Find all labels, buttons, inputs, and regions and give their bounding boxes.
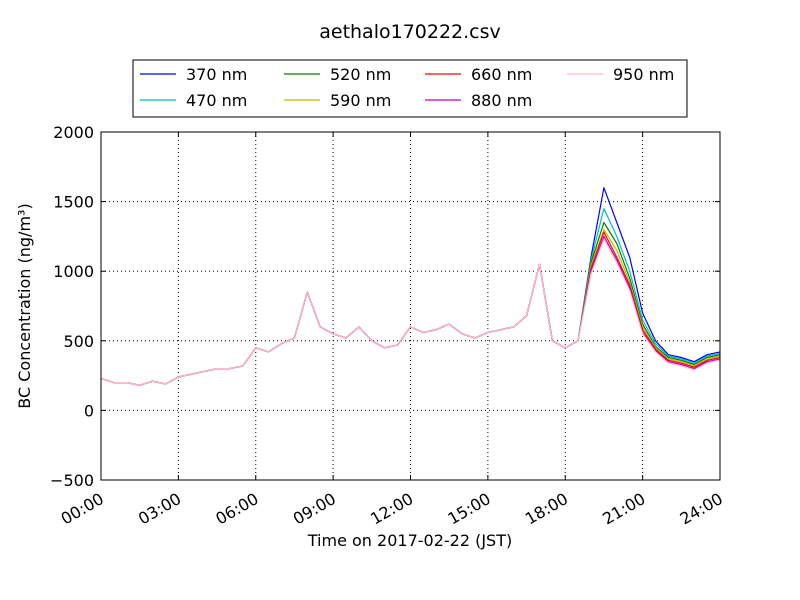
series-layer [101, 187, 720, 386]
x-tick-label: 18:00 [522, 489, 571, 529]
x-tick-label: 00:00 [58, 489, 107, 529]
legend-items: 370 nm 470 nm 520 nm 590 nm 660 nm 880 nm 950 … [140, 65, 674, 110]
x-tick-label: 15:00 [444, 489, 493, 529]
series-line-880-nm [101, 235, 720, 386]
y-tick-label: 1000 [53, 262, 94, 281]
y-tick-label: 0 [84, 401, 94, 420]
series-line-950-nm [101, 238, 720, 386]
x-tick-label: 06:00 [212, 489, 261, 529]
legend-label: 660 nm [471, 65, 532, 84]
y-tick-label: 1500 [53, 193, 94, 212]
legend-frame [132, 59, 688, 118]
x-axis-title: Time on 2017-02-22 (JST) [307, 531, 512, 550]
x-tick-label: 24:00 [677, 489, 726, 529]
legend-label: 880 nm [471, 91, 532, 110]
y-tick-label: 500 [63, 332, 94, 351]
legend-label: 950 nm [613, 65, 674, 84]
legend-label: 470 nm [186, 91, 247, 110]
grid-lines [101, 132, 720, 480]
tick-labels: 00:00 03:00 06:00 09:00 12:00 15:00 18:00 21:00… [50, 123, 726, 529]
ticks [100, 131, 721, 481]
legend-label: 590 nm [330, 91, 391, 110]
legend: 370 nm 470 nm 520 nm 590 nm 660 nm 880 nm 950 … [132, 59, 688, 118]
y-tick-label: −500 [50, 471, 94, 490]
legend-label: 370 nm [186, 65, 247, 84]
x-tick-label: 09:00 [290, 489, 339, 529]
legend-label: 520 nm [330, 65, 391, 84]
chart-title: aethalo170222.csv [319, 21, 501, 43]
x-tick-label: 12:00 [367, 489, 416, 529]
x-tick-label: 21:00 [599, 489, 648, 529]
x-tick-label: 03:00 [135, 489, 184, 529]
y-tick-label: 2000 [53, 123, 94, 142]
y-axis-title: BC Concentration (ng/m³) [15, 203, 34, 408]
